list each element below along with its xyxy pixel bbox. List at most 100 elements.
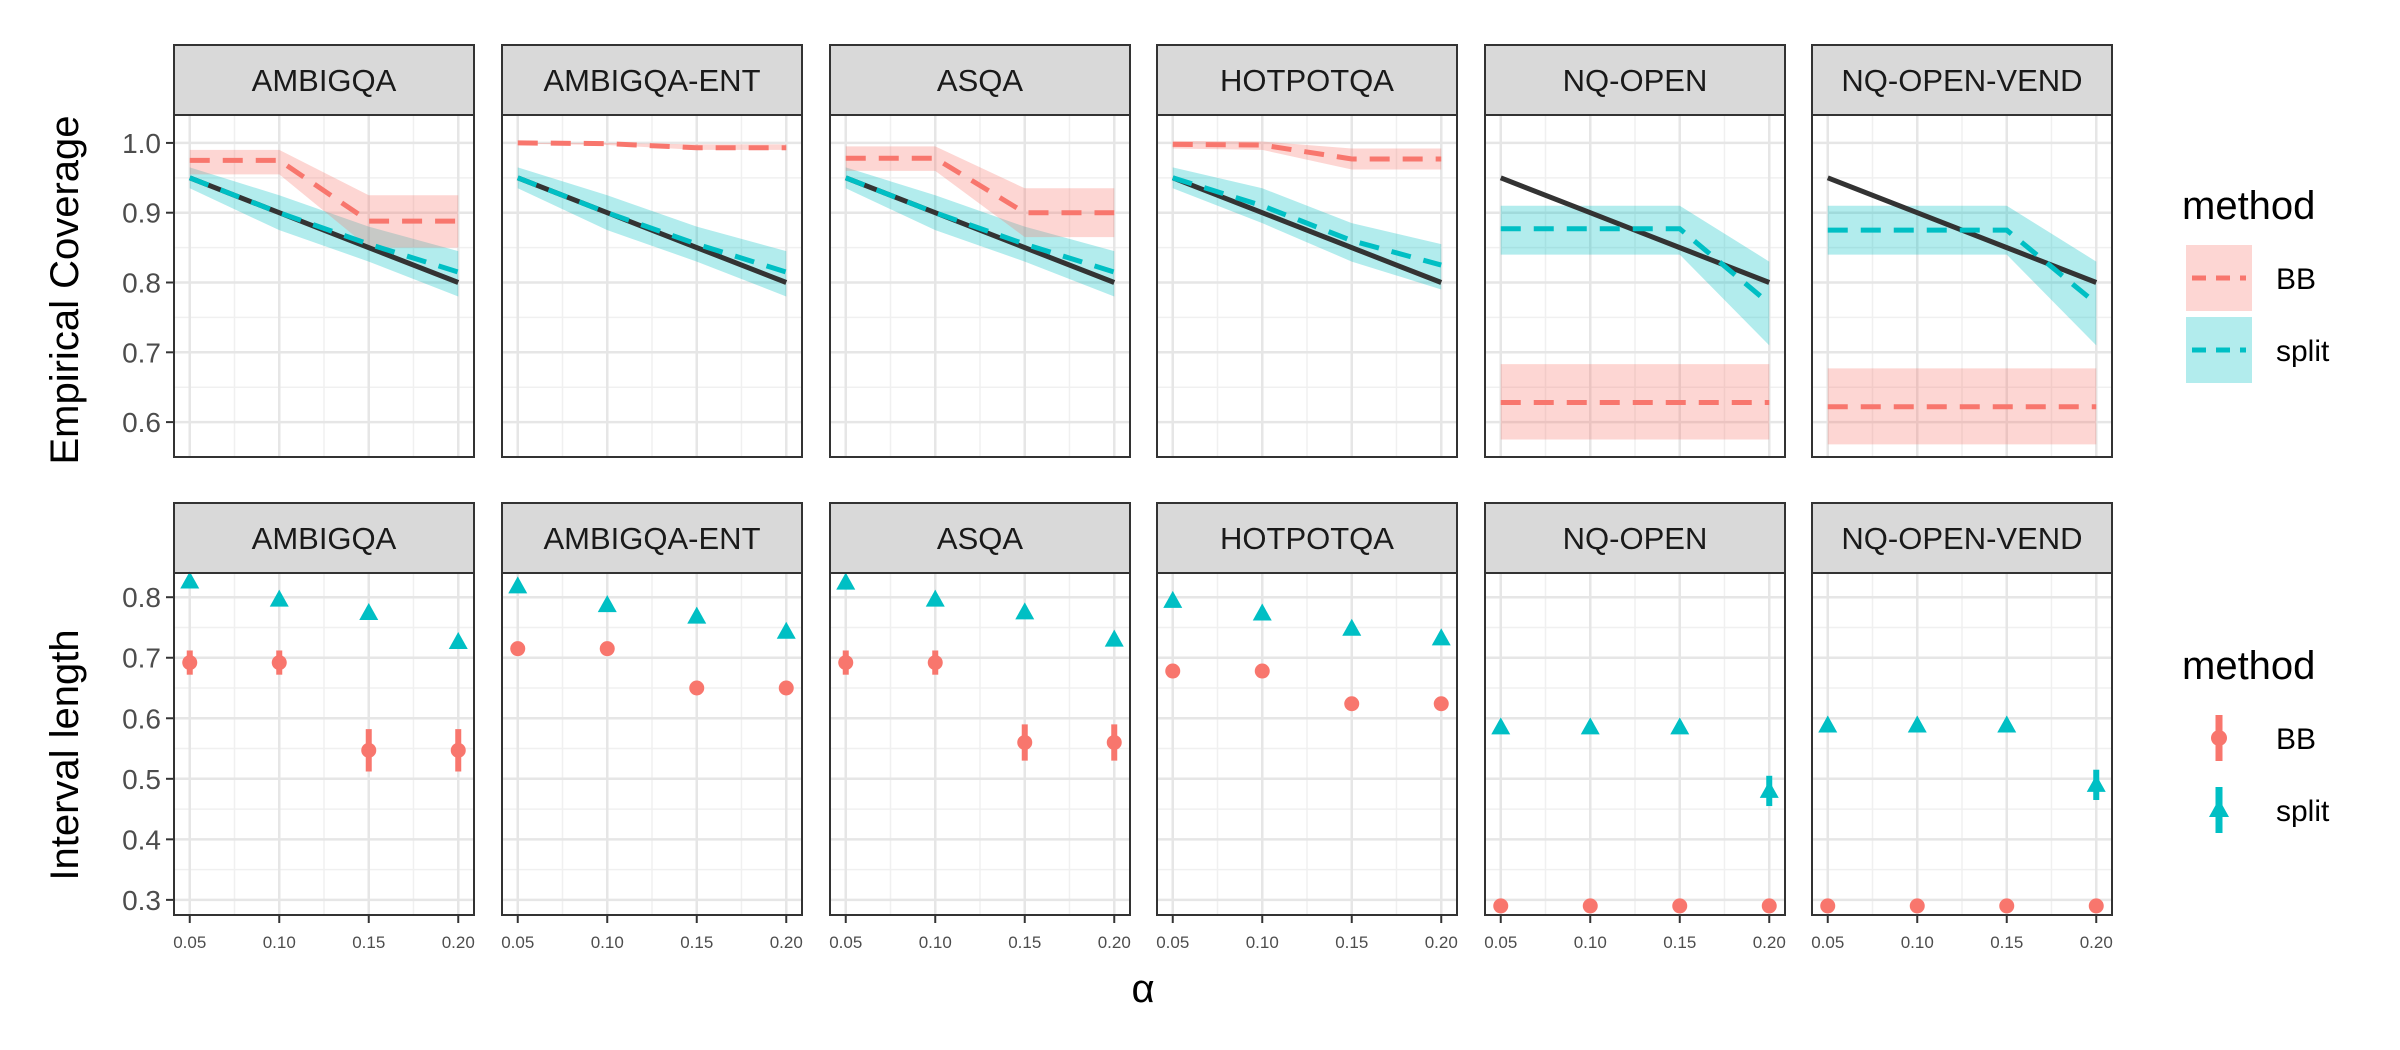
panel-border — [173, 572, 475, 916]
point-split — [448, 632, 468, 650]
x-tick-label: 0.05 — [829, 933, 862, 952]
point-split — [1670, 717, 1690, 735]
y-tick-label: 0.5 — [122, 764, 161, 795]
x-tick-label: 0.20 — [770, 933, 803, 952]
point-bb — [599, 641, 615, 657]
point-bb — [510, 641, 526, 657]
facet-strip-label: NQ-OPEN-VEND — [1841, 521, 2082, 556]
facet-strip-label: AMBIGQA-ENT — [543, 63, 760, 98]
facet-strip-label: ASQA — [937, 521, 1023, 556]
coverage-plot-area — [844, 146, 1116, 297]
coverage-plot-area — [1826, 175, 2098, 445]
x-tick-label: 0.10 — [1574, 933, 1607, 952]
facet-strip-label: AMBIGQA — [252, 63, 397, 98]
point-split — [1907, 715, 1927, 733]
x-tick-label: 0.15 — [1008, 933, 1041, 952]
point-split — [925, 589, 945, 607]
point-bb — [1999, 898, 2015, 914]
facet-strip — [829, 502, 1131, 574]
target-coverage-line — [1171, 175, 1443, 285]
facet-panel-nq-open-vend: NQ-OPEN-VEND 0.05 0.10 0.15 0.20 — [1811, 502, 2113, 952]
point-split — [836, 572, 856, 590]
x-tick-label: 0.05 — [1811, 933, 1844, 952]
point-bb — [778, 680, 794, 696]
series-line-split — [1172, 175, 1442, 268]
legend-label-split: split — [2276, 335, 2330, 368]
point-bb — [271, 655, 287, 671]
point-split — [1104, 629, 1124, 647]
legend-title: method — [2182, 184, 2315, 228]
legend-coverage: method BB split — [2182, 184, 2330, 383]
facet-strip-label: NQ-OPEN-VEND — [1841, 63, 2082, 98]
legend-label-split: split — [2276, 795, 2330, 828]
panel-border — [173, 114, 475, 458]
x-tick-label: 0.10 — [1901, 933, 1934, 952]
point-bb — [1106, 734, 1122, 750]
series-line-bb — [517, 140, 787, 151]
point-bb — [1017, 734, 1033, 750]
facet-strip — [1811, 502, 2113, 574]
point-bb — [689, 680, 705, 696]
point-split — [1163, 590, 1183, 608]
point-split — [2086, 774, 2106, 792]
facet-panel-asqa: ASQA 0.05 0.10 0.15 0.20 — [829, 502, 1131, 952]
point-bb — [927, 655, 943, 671]
x-tick-label: 0.20 — [1753, 933, 1786, 952]
x-tick-label: 0.20 — [1425, 933, 1458, 952]
panel-border — [829, 572, 1131, 916]
ribbon-bb — [1172, 140, 1442, 170]
x-axis-title-alpha: α — [1131, 967, 1154, 1011]
y-axis-title-coverage: Empirical Coverage — [43, 115, 87, 464]
x-tick-label: 0.20 — [1098, 933, 1131, 952]
point-split — [1252, 603, 1272, 621]
facet-strip — [1484, 502, 1786, 574]
y-tick-label: 0.6 — [122, 703, 161, 734]
facet-strip-label: HOTPOTQA — [1220, 63, 1394, 98]
legend-key-point — [2209, 799, 2229, 817]
x-tick-label: 0.20 — [2080, 933, 2113, 952]
point-split — [1015, 602, 1035, 620]
point-split — [508, 576, 528, 594]
ribbon-split — [1827, 205, 2097, 346]
point-bb — [1254, 663, 1270, 679]
point-split — [776, 621, 796, 639]
point-split — [1342, 618, 1362, 636]
point-split — [269, 589, 289, 607]
x-tick-label: 0.15 — [680, 933, 713, 952]
point-bb — [1672, 898, 1688, 914]
point-bb — [361, 742, 377, 758]
x-tick-label: 0.05 — [1156, 933, 1189, 952]
facet-panel-ambigqa-ent: AMBIGQA-ENT — [501, 44, 803, 458]
x-tick-label: 0.10 — [263, 933, 296, 952]
facet-strip-label: NQ-OPEN — [1563, 63, 1708, 98]
panel-border — [501, 572, 803, 916]
x-tick-label: 0.15 — [1990, 933, 2023, 952]
y-tick-label: 0.6 — [122, 407, 161, 438]
point-bb — [2088, 898, 2104, 914]
y-tick-label: 0.3 — [122, 885, 161, 916]
legend-label-bb: BB — [2276, 263, 2316, 296]
legend-title: method — [2182, 644, 2315, 688]
legend-length: method BB split — [2182, 644, 2330, 833]
facet-panel-ambigqa-ent: AMBIGQA-ENT 0.05 0.10 0.15 0.20 — [501, 502, 803, 952]
facet-panel-nq-open: NQ-OPEN 0.05 0.10 0.15 0.20 — [1484, 502, 1786, 952]
facet-strip — [173, 44, 475, 116]
point-split — [1818, 715, 1838, 733]
panel-border — [829, 114, 1131, 458]
x-tick-label: 0.15 — [352, 933, 385, 952]
point-bb — [1820, 898, 1836, 914]
point-split — [1759, 780, 1779, 798]
y-axis-title-interval-length: Interval length — [43, 629, 87, 880]
y-tick-label: 0.7 — [122, 337, 161, 368]
facet-strip — [173, 502, 475, 574]
point-bb — [1433, 696, 1449, 712]
coverage-plot-area — [516, 140, 788, 297]
coverage-plot-area — [188, 149, 460, 297]
x-tick-label: 0.05 — [173, 933, 206, 952]
point-bb — [1761, 898, 1777, 914]
coverage-plot-area — [1171, 140, 1443, 290]
x-tick-label: 0.05 — [501, 933, 534, 952]
panel-border — [1156, 114, 1458, 458]
point-bb — [1344, 696, 1360, 712]
